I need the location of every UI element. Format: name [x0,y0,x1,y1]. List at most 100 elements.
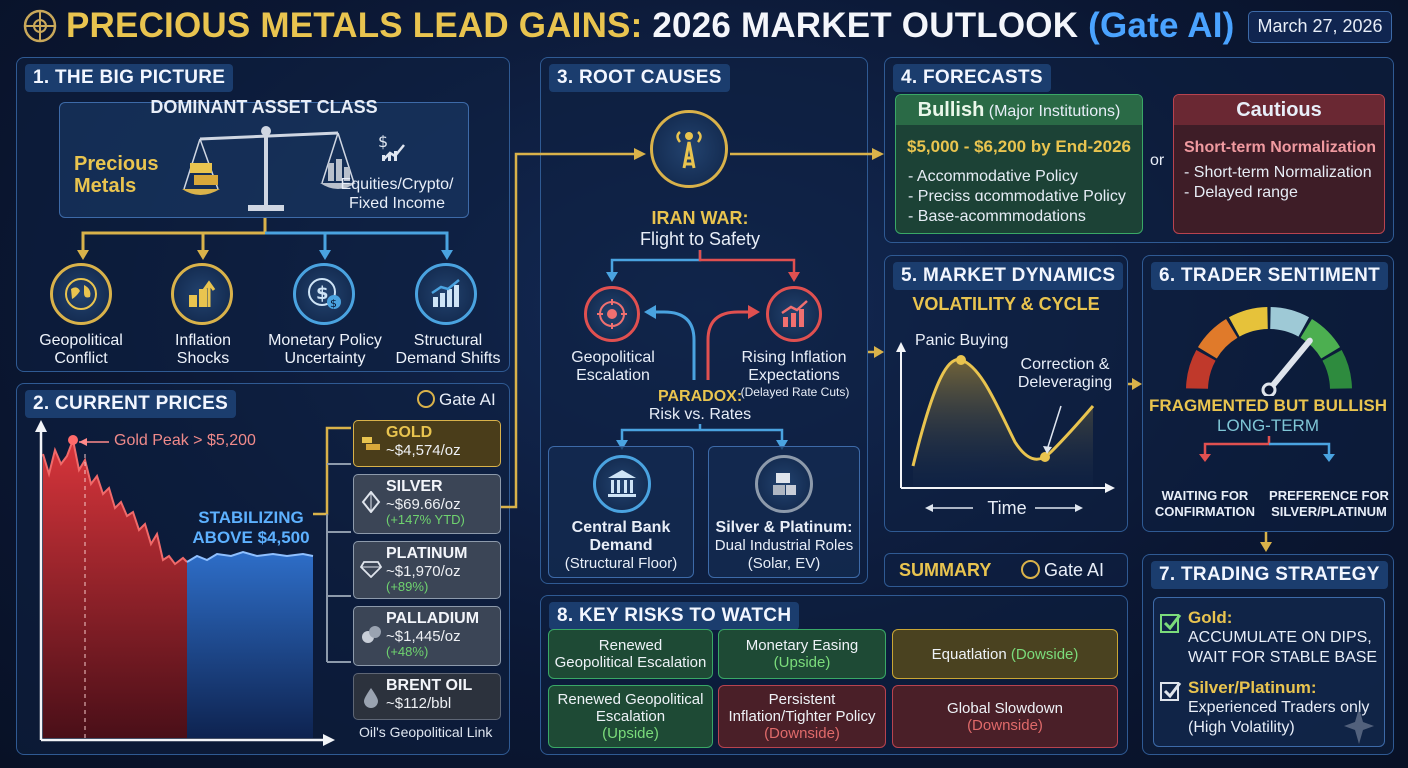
gauge-segment [1228,307,1269,337]
big-picture-panel: 1. THE BIG PICTURE DOMINANT ASSET CLASS … [16,57,510,372]
summary-bar: SUMMARY Gate AI [884,553,1128,587]
gate-ai-text: Gate AI [439,390,496,409]
market-dynamics-panel: 5. MARKET DYNAMICS VOLATILITY & CYCLE Pa… [884,255,1128,532]
driver-connectors [77,218,453,260]
risk-tag-4: (Upside) [602,725,659,742]
other-assets-label: Equities/Crypto/ Fixed Income [340,176,454,212]
bullish-point-0: - Accommodative Policy [908,168,1078,185]
price-box-platinum: PLATINUM ~$1,970/oz (+89%) [353,541,501,599]
cautious-sub: Short-term Normalization [1184,139,1377,156]
price-name-silver: SILVER [386,478,443,495]
silver-platinum-title: Silver & Platinum: [715,519,853,536]
panic-buying-label: Panic Buying [915,332,1009,349]
risk-text-5: Persistent Inflation/Tighter Policy [728,691,876,725]
time-label: Time [987,498,1027,518]
sentiment-connectors [1199,436,1335,462]
date-text: March 27, 2026 [1257,16,1383,36]
driver-label-0: Geopolitical Conflict [39,332,123,367]
strategy-box: Gold: ACCUMULATE ON DIPS, WAIT FOR STABL… [1153,597,1385,747]
risk-card-1: Renewed Geopolitical Escalation [548,629,713,679]
summary-brand: Gate AI [1021,560,1104,581]
risk-text-6: Global Slowdown [947,699,1063,717]
sentiment-gauge [1186,307,1352,396]
gauge-segment [1197,318,1238,359]
stabilizing-label: STABILIZING ABOVE $4,500 [192,508,310,547]
gold-peak-label: Gold Peak > $5,200 [114,432,256,449]
risk-text-2: Monetary Easing [745,637,859,654]
risk-tag-6: (Downside) [967,716,1043,734]
forecasts-panel: 4. FORECASTS Bullish (Major Institutions… [884,57,1394,243]
summary-gate-icon [1021,560,1040,579]
cycle-chart [896,342,1115,512]
cautious-point-1: - Delayed range [1184,184,1298,201]
bullish-range: $5,000 - $6,200 by End-2026 [907,137,1131,156]
bank-icon [593,455,651,513]
gate-ai-icon [417,390,435,408]
metal-bars-icon [755,455,813,513]
driver-label-2: Monetary Policy Uncertainty [268,332,382,367]
bullish-header: Bullish (Major Institutions) [896,95,1142,125]
price-value-gold: ~$4,574/oz [386,442,461,459]
sparkle-icon [1344,708,1374,744]
key-risks-title: 8. KEY RISKS TO WATCH [549,602,800,630]
bar-chart-icon [415,263,477,325]
trading-strategy-panel: 7. TRADING STRATEGY Gold: ACCUMULATE ON … [1142,554,1394,755]
correction-label: Correction & Deleveraging [1017,356,1113,391]
precious-metals-label: Precious Metals [74,153,159,197]
strategy-gold-title: Gold: [1188,608,1233,627]
summary-brand-text: Gate AI [1044,560,1105,580]
driver-label-1: Inflation Shocks [174,332,232,367]
risk-card-3: Equatlation (Dowside) [892,629,1118,679]
inflation-icon [171,263,233,325]
gate-ai-brand: Gate AI [417,390,496,410]
strategy-sp-text: Experienced Traders only (High Volatilit… [1188,699,1370,736]
waiting-label: WAITING FOR CONFIRMATION [1154,488,1256,519]
bullish-point-2: - Base-acommmodations [908,208,1086,225]
price-box-silver: SILVER ~$69.66/oz (+147% YTD) [353,474,501,534]
price-name-gold: GOLD [386,424,433,441]
logo-icon [22,8,58,44]
dominant-asset-label: DOMINANT ASSET CLASS [150,97,378,117]
central-bank-sub: (Structural Floor) [564,555,678,572]
paradox-sub: Risk vs. Rates [648,406,752,423]
svg-text:$: $ [316,283,329,304]
check-icon-silver [1160,680,1182,702]
gold-bar-icon [360,435,382,451]
driver-label-3: Structural Demand Shifts [395,332,501,367]
price-change-palladium: (+48%) [386,644,429,659]
escalation-label: Geopolitical Escalation [571,349,655,384]
silver-platinum-box: Silver & Platinum: Dual Industrial Roles… [708,446,860,578]
page-title: PRECIOUS METALS LEAD GAINS: 2026 MARKET … [66,6,1235,46]
market-dynamics-subtitle: VOLATILITY & CYCLE [912,294,1100,314]
price-name-platinum: PLATINUM [386,545,468,562]
date-badge: March 27, 2026 [1248,11,1392,43]
risk-text-1: Renewed Geopolitical Escalation [554,637,707,671]
price-value-platinum: ~$1,970/oz [386,563,461,580]
big-picture-title: 1. THE BIG PICTURE [25,64,234,92]
gauge-hub [1261,382,1277,396]
gold-price-chart [35,420,351,746]
price-change-silver: (+147% YTD) [386,512,465,527]
oil-tower-icon [650,110,728,188]
bullish-point-1: - Preciss ɑcommodative Policy [908,188,1126,205]
cautious-title: Cautious [1236,99,1322,121]
title-part-3: (Gate AI) [1088,6,1235,45]
risk-card-5: Persistent Inflation/Tighter Policy (Dow… [718,685,886,748]
gauge-needle [1266,337,1313,393]
current-prices-title: 2. CURRENT PRICES [25,390,237,418]
scale-icon [178,119,368,219]
price-value-brent-oil: ~$112/bbl [386,695,452,712]
inflation-label: Rising Inflation Expectations [741,349,847,384]
dollar-coin-icon: $ $ [293,263,355,325]
strategy-sp-title: Silver/Platinum: [1188,678,1317,697]
bullish-title: Bullish [917,99,985,121]
forecasts-title: 4. FORECASTS [893,64,1051,92]
price-name-brent-oil: BRENT OIL [386,677,473,694]
summary-label: SUMMARY [899,560,992,580]
price-box-palladium: PALLADIUM ~$1,445/oz (+48%) [353,606,501,666]
diamond-icon [360,490,382,514]
oil-note: Oil's Geopolitical Link [359,724,493,740]
oil-drop-icon [362,687,380,709]
market-dynamics-title: 5. MARKET DYNAMICS [893,262,1124,290]
